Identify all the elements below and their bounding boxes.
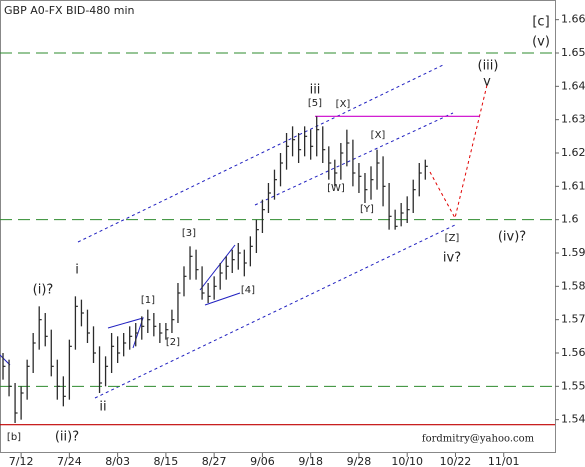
x-tick-label: 10/10 xyxy=(391,455,423,467)
annotation: v xyxy=(483,75,491,90)
annotation: [Y] xyxy=(360,204,374,215)
annotation: i xyxy=(75,263,79,278)
y-tick-label: 1.63 xyxy=(561,113,585,126)
x-tick-label: 9/28 xyxy=(347,455,372,467)
annotation: fordmitry@yahoo.com xyxy=(422,434,535,445)
annotation: [1] xyxy=(141,295,155,306)
wedge-line xyxy=(199,244,236,291)
annotation: [5] xyxy=(308,98,322,109)
y-tick-label: 1.59 xyxy=(561,246,585,259)
wedge-line xyxy=(204,292,241,306)
x-tick-label: 11/01 xyxy=(488,455,520,467)
annotation: [X] xyxy=(371,130,386,141)
x-tick-label: 9/18 xyxy=(298,455,323,467)
annotation: [4] xyxy=(241,285,255,296)
y-tick-label: 1.61 xyxy=(561,179,585,192)
chart-title: GBP A0-FX BID-480 min xyxy=(4,4,135,17)
y-tick-label: 1.58 xyxy=(561,279,585,292)
annotation: iv? xyxy=(443,251,461,266)
y-tick-label: 1.6 xyxy=(561,213,579,226)
x-tick-label: 8/15 xyxy=(154,455,179,467)
annotation: [3] xyxy=(182,228,196,239)
annotation: [X] xyxy=(336,99,351,110)
annotation: [2] xyxy=(166,337,180,348)
annotation: (iii) xyxy=(478,59,499,74)
annotation: iii xyxy=(310,83,321,98)
y-tick-label: 1.57 xyxy=(561,313,585,326)
wedge-line xyxy=(0,354,11,366)
annotation: [c] xyxy=(532,15,549,30)
x-tick-label: 9/06 xyxy=(250,455,275,467)
y-tick-label: 1.55 xyxy=(561,379,585,392)
annotation: (i)? xyxy=(33,283,54,298)
x-tick-label: 7/24 xyxy=(57,455,82,467)
y-tick-label: 1.65 xyxy=(561,46,585,59)
channel-lines xyxy=(0,64,456,399)
y-tick-label: 1.62 xyxy=(561,146,585,159)
y-tick-label: 1.56 xyxy=(561,346,585,359)
annotation: (v) xyxy=(532,35,550,50)
x-tick-label: 8/03 xyxy=(105,455,130,467)
x-tick-label: 10/22 xyxy=(440,455,472,467)
y-tick-label: 1.66 xyxy=(561,13,585,26)
annotation: ii xyxy=(99,400,106,415)
x-tick-label: 7/12 xyxy=(9,455,34,467)
annotation: [Z] xyxy=(445,233,460,244)
channel-middle xyxy=(254,112,454,206)
y-tick-label: 1.54 xyxy=(561,413,585,426)
annotation: [b] xyxy=(7,432,21,443)
annotation: (ii)? xyxy=(55,430,79,445)
channel-upper xyxy=(77,64,444,243)
y-tick-label: 1.64 xyxy=(561,79,585,92)
x-tick-label: 8/27 xyxy=(202,455,227,467)
channel-lower xyxy=(94,224,456,399)
annotation: [W] xyxy=(327,183,345,194)
annotation: (iv)? xyxy=(498,230,526,245)
plot-frame xyxy=(0,0,556,453)
